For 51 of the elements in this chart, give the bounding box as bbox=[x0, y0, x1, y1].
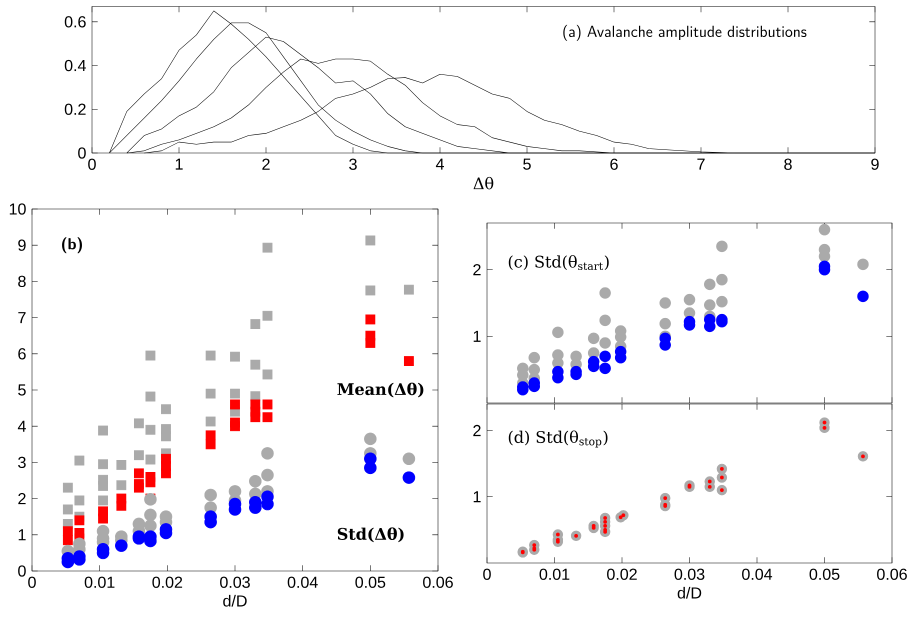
y-tick-label: 2 bbox=[18, 493, 26, 504]
y-tick-label: 7 bbox=[18, 312, 26, 324]
x-tick-label: 0 bbox=[28, 576, 36, 588]
x-tick-label: 5 bbox=[523, 158, 531, 170]
x-tick-label: 2 bbox=[262, 158, 270, 170]
annotation: (c) Std(θ$_{start}$) bbox=[508, 255, 609, 270]
x-tick-label: 0 bbox=[483, 568, 491, 580]
y-tick-label: 2 bbox=[473, 264, 481, 276]
x-tick-label: 0.03 bbox=[220, 576, 250, 588]
x-tick-label: 9 bbox=[871, 158, 879, 170]
x-tick-label: 0.03 bbox=[674, 568, 704, 580]
x-tick-label: 0.05 bbox=[355, 576, 386, 588]
y-tick-label: 0 bbox=[78, 147, 86, 159]
x-tick-label: 7 bbox=[697, 158, 705, 170]
x-tick-label: 0.02 bbox=[152, 576, 182, 588]
annotation: (b) bbox=[62, 237, 82, 254]
x-tick-label: 4 bbox=[436, 158, 444, 170]
x-tick-label: 3 bbox=[349, 158, 357, 170]
y-tick-label: 4 bbox=[18, 420, 26, 432]
x-tick-label: 8 bbox=[784, 158, 792, 170]
x-tick-label: 0.02 bbox=[607, 568, 637, 580]
x-tick-label: 0.05 bbox=[810, 568, 840, 580]
x-tick-label: 6 bbox=[610, 158, 618, 170]
annotation: (d) Std(θ$_{stop}$) bbox=[508, 430, 608, 448]
x-tick-label: 1 bbox=[176, 158, 183, 170]
y-tick-label: 0.6 bbox=[64, 16, 86, 28]
x-axis-title: d/D bbox=[678, 586, 702, 599]
y-tick-label: 8 bbox=[18, 276, 26, 288]
y-tick-label: 5 bbox=[18, 384, 26, 396]
y-tick-label: 9 bbox=[18, 240, 26, 251]
y-tick-label: 2 bbox=[473, 424, 481, 436]
y-tick-label: 6 bbox=[18, 348, 26, 360]
y-tick-label: 1 bbox=[474, 491, 481, 502]
x-tick-label: 0 bbox=[88, 158, 96, 170]
x-tick-label: 0.04 bbox=[288, 576, 318, 588]
y-tick-label: 0.4 bbox=[64, 60, 86, 72]
annotation: Mean(Δθ) bbox=[337, 382, 424, 398]
y-tick-label: 10 bbox=[10, 203, 26, 215]
x-tick-label: 0.01 bbox=[84, 576, 114, 588]
x-tick-label: 0.04 bbox=[742, 568, 772, 580]
y-tick-label: 3 bbox=[18, 456, 26, 468]
x-tick-label: 0.06 bbox=[877, 568, 907, 580]
annotation: Std(Δθ) bbox=[338, 527, 404, 542]
y-tick-label: 1 bbox=[18, 529, 26, 540]
x-tick-label: 0.01 bbox=[540, 568, 570, 580]
y-tick-label: 0.2 bbox=[64, 104, 86, 115]
x-axis-title: d/D bbox=[223, 594, 247, 607]
y-tick-label: 1 bbox=[474, 330, 481, 342]
x-tick-label: 0.06 bbox=[423, 576, 453, 588]
x-axis-title: Δθ bbox=[474, 176, 494, 190]
annotation: (a) Avalanche amplitude distributions bbox=[563, 24, 806, 41]
